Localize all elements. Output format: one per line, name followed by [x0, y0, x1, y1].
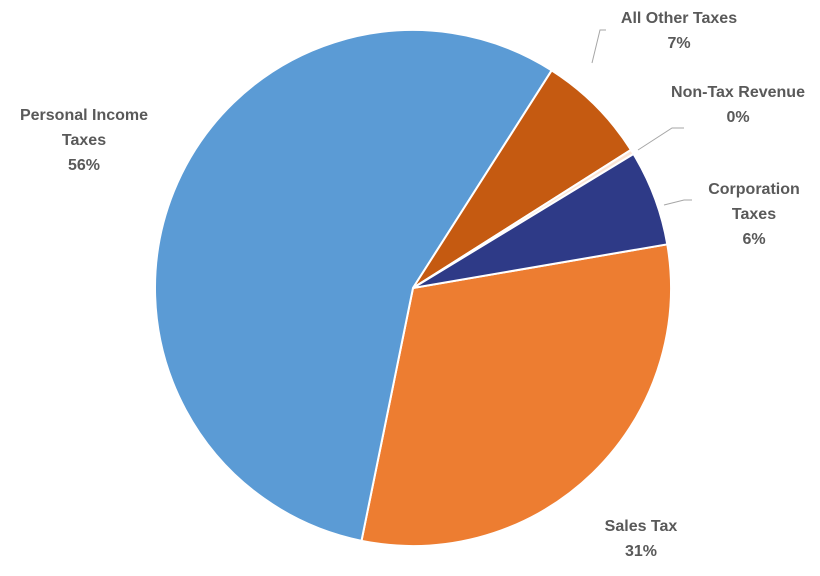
label-all-other-taxes: All Other Taxes 7%: [597, 6, 761, 56]
label-non-tax-revenue: Non-Tax Revenue 0%: [650, 80, 820, 130]
slice-corporation-taxes: [412, 152, 669, 289]
label-corporation-taxes-name-2: Taxes: [731, 206, 777, 223]
label-all-other-taxes-pct: 7%: [667, 35, 691, 52]
label-corporation-taxes-name-1: Corporation: [708, 181, 800, 198]
pie-slices: [154, 29, 672, 548]
label-personal-income-taxes-name-2: Taxes: [61, 132, 107, 149]
slice-sales-tax: [360, 243, 672, 548]
label-non-tax-revenue-name: Non-Tax Revenue: [671, 84, 805, 101]
label-sales-tax-pct: 31%: [624, 543, 658, 560]
label-corporation-taxes-pct: 6%: [742, 231, 766, 248]
label-all-other-taxes-name: All Other Taxes: [620, 10, 738, 27]
label-non-tax-revenue-pct: 0%: [726, 109, 750, 126]
label-corporation-taxes: Corporation Taxes 6%: [684, 177, 820, 252]
slice-all-other-taxes: [412, 69, 633, 289]
label-sales-tax-name: Sales Tax: [604, 518, 678, 535]
leader-line-corporation-taxes: [663, 199, 692, 206]
slice-personal-income-taxes: [154, 29, 554, 542]
label-personal-income-taxes-name-1: Personal Income: [19, 107, 149, 124]
label-personal-income-taxes-pct: 56%: [67, 157, 101, 174]
leader-line-non-tax-revenue: [637, 127, 684, 151]
leader-line-all-other-taxes: [591, 29, 606, 64]
leader-lines: [591, 29, 692, 206]
label-sales-tax: Sales Tax 31%: [593, 514, 689, 564]
label-personal-income-taxes: Personal Income Taxes 56%: [4, 103, 164, 178]
